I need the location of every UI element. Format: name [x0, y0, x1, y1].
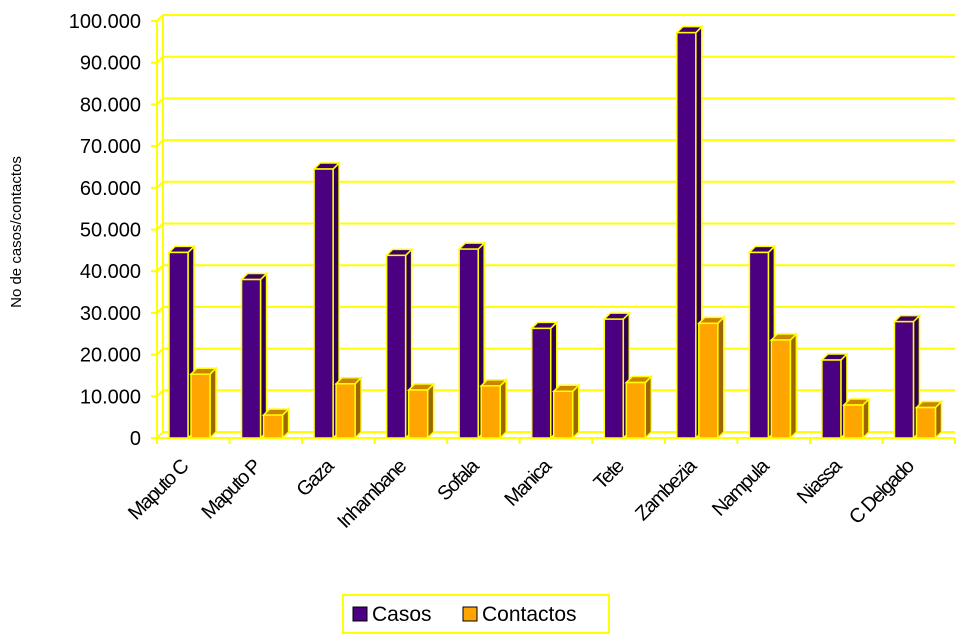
bar-front: [821, 359, 842, 439]
bar-front: [530, 327, 552, 439]
bar-contactos-manica: [551, 383, 581, 440]
bar-front: [893, 320, 915, 439]
bar-side: [644, 374, 653, 440]
legend: Casos Contactos: [342, 594, 610, 634]
bar-casos-c-delgado: [892, 313, 922, 440]
bar-side: [571, 383, 580, 440]
legend-label-casos: Casos: [372, 603, 432, 626]
bars: [167, 24, 944, 440]
y-tick-label: 30.000: [80, 303, 141, 325]
bar-front: [480, 385, 501, 439]
gridlines: [156, 14, 955, 398]
bar-contactos-gaza: [334, 375, 363, 440]
bar-front: [676, 31, 697, 439]
y-axis-title: No de casos/contactos: [8, 156, 25, 308]
bar-front: [748, 251, 770, 439]
bar-side: [209, 366, 217, 440]
bar-front: [262, 414, 284, 439]
x-tick-label: Gaza: [293, 454, 340, 501]
bar-side: [426, 382, 435, 440]
bar-side: [789, 332, 798, 440]
legend-swatch-casos: [352, 606, 368, 622]
bar-contactos-maputo-c: [189, 366, 218, 440]
x-tick-label: Nampula: [708, 454, 774, 520]
bar-contactos-tete: [624, 374, 654, 440]
x-tick-label: Maputo P: [197, 455, 265, 523]
bar-front: [915, 406, 937, 439]
y-tick-label: 70.000: [80, 136, 141, 158]
bar-side: [499, 378, 507, 440]
y-tick-label: 10.000: [80, 386, 141, 408]
bar-casos-gaza: [312, 161, 341, 440]
y-tick-label: 40.000: [80, 261, 141, 283]
y-tick-label: 90.000: [80, 53, 141, 75]
floor-depth: [156, 431, 164, 439]
bar-front: [603, 318, 625, 439]
bar-contactos-sofala: [479, 378, 508, 440]
y-tick-label: 0: [130, 428, 141, 450]
x-tick-label: Zambezia: [631, 454, 702, 525]
bar-front: [843, 404, 864, 439]
bar-front: [313, 168, 334, 439]
x-tick-label: Inhambane: [333, 455, 411, 533]
bar-front: [458, 248, 479, 439]
bar-contactos-nampula: [769, 332, 799, 440]
bar-casos-inhambane: [384, 247, 414, 440]
y-tick-labels: 0 10.000 20.000 30.000 40.000 50.000 60.000 70.…: [69, 11, 141, 450]
bar-front: [770, 339, 792, 439]
y-tick-label: 20.000: [80, 345, 141, 367]
bar-contactos-inhambane: [406, 382, 436, 440]
bar-front: [625, 381, 647, 439]
bar-front: [168, 251, 189, 439]
bar-front: [698, 322, 719, 439]
x-tick-label: Maputo C: [124, 455, 193, 524]
x-tick-label: Manica: [500, 454, 556, 510]
y-tick-label: 80.000: [80, 94, 141, 116]
bar-front: [552, 390, 574, 439]
bar-front: [407, 389, 429, 439]
bar-front: [335, 383, 356, 439]
x-tick-label: C Delgado: [845, 455, 919, 529]
legend-swatch-contactos: [462, 606, 478, 622]
bar-side: [354, 375, 362, 440]
bar-casos-sofala: [457, 241, 486, 440]
bar-front: [240, 278, 262, 439]
x-tick-label: Niassa: [793, 454, 847, 508]
bar-casos-niassa: [820, 352, 849, 440]
x-tick-label: Tete: [590, 455, 629, 494]
bar-contactos-c-delgado: [914, 399, 944, 440]
bar-casos-maputo-p: [239, 271, 269, 440]
y-tick-label: 100.000: [69, 11, 141, 33]
bar-contactos-niassa: [842, 397, 871, 440]
bar-front: [385, 254, 407, 439]
bar-side: [717, 315, 725, 440]
y-tick-label: 60.000: [80, 178, 141, 200]
bar-contactos-zambezia: [697, 315, 726, 440]
legend-label-contactos: Contactos: [482, 603, 577, 626]
bar-front: [190, 373, 211, 439]
bar-contactos-maputo-p: [261, 407, 291, 440]
y-tick-label: 50.000: [80, 220, 141, 242]
x-tick-label: Sofala: [433, 454, 484, 505]
